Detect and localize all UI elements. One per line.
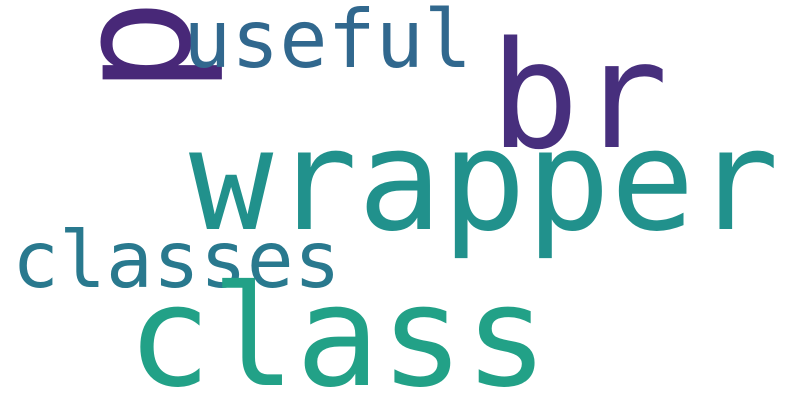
- word-class: class: [127, 256, 549, 419]
- word-wrapper: wrapper: [189, 100, 780, 263]
- word-classes: classes: [12, 216, 341, 306]
- word-useful: useful: [183, 0, 472, 86]
- word-cloud: p useful br wrapper classes class: [12, 0, 780, 408]
- word-br: br: [490, 10, 669, 182]
